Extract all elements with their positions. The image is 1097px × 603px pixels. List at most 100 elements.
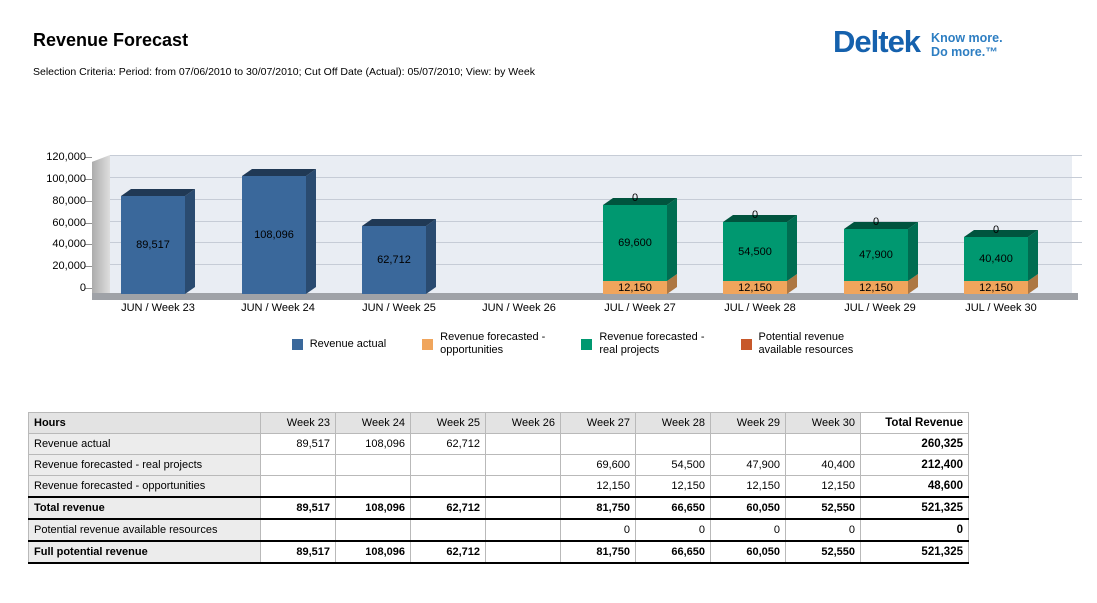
selection-criteria: Selection Criteria: Period: from 07/06/2… [33,66,535,78]
revenue-table-wrap: Hours Week 23 Week 24 Week 25 Week 26 Week 27… [28,412,969,564]
row-total: 48,600 [860,475,969,498]
table-cell [335,475,411,498]
y-axis-tick [85,178,92,180]
bar-value-label: 89,517 [136,239,170,251]
bar-segment-side [306,168,316,294]
bar-segment [723,281,787,294]
table-cell: 0 [785,518,861,542]
column-header: Week 30 [785,412,861,434]
table-cell [485,496,561,520]
gridline [110,242,1082,244]
tagline-line-2: Do more.™ [931,45,998,60]
bar-value-label: 62,712 [377,254,411,266]
bar-segment [844,281,908,294]
bar-value-label: 40,400 [979,253,1013,265]
y-axis-tick [85,266,92,268]
bar-segment-side [1028,229,1038,281]
deltek-tagline: Know more. Do more.™ [931,31,1003,60]
y-axis-tick [85,222,92,224]
table-row: Revenue actual 89,517 108,096 62,712 260,325 [28,433,969,455]
column-header: Week 28 [635,412,711,434]
table-cell: 52,550 [785,496,861,520]
table-cell [560,433,636,455]
legend-swatch [740,338,752,350]
column-header: Hours [28,412,261,434]
chart-legend: Revenue actual Revenue forecasted - oppor… [0,331,1097,357]
column-header: Week 23 [260,412,336,434]
table-cell [410,475,486,498]
bar-value-label: 12,150 [738,281,772,294]
bar-segment [603,205,667,281]
table-cell: 0 [710,518,786,542]
y-tick-label: 120,000 [46,151,86,163]
column-header: Week 26 [485,412,561,434]
row-label: Revenue forecasted - opportunities [28,475,261,498]
legend-label: Revenue forecasted - real projects [599,331,705,357]
column-header: Week 29 [710,412,786,434]
table-cell [785,433,861,455]
x-tick-label: JUL / Week 29 [844,302,916,314]
bar-segment-side [908,221,918,281]
legend-swatch [581,338,593,350]
deltek-wordmark: Deltek [833,24,921,59]
legend-label: Revenue forecasted - opportunities [440,331,546,357]
deltek-logo: Deltek Know more. Do more.™ [833,26,1003,60]
bar-segment-top [121,189,195,196]
bar-value-label: 108,096 [254,229,294,241]
gridline [110,220,1082,222]
table-cell: 89,517 [260,433,336,455]
y-tick-label: 0 [79,282,86,294]
x-tick-label: JUN / Week 26 [482,302,556,314]
table-cell [335,454,411,476]
x-tick-label: JUN / Week 23 [121,302,195,314]
y-axis-tick [85,200,92,202]
table-row: Full potential revenue 89,517 108,096 62,71… [28,540,969,564]
row-total: 0 [860,518,969,542]
row-total: 212,400 [860,454,969,476]
table-cell: 12,150 [785,475,861,498]
column-header: Week 24 [335,412,411,434]
bar-zero-label: 0 [872,216,880,228]
legend-item: Revenue actual [291,331,387,357]
bar-segment [603,281,667,294]
bar-segment-side [185,188,195,294]
table-cell: 69,600 [560,454,636,476]
tagline-line-1: Know more. [931,31,1003,45]
bar-value-label: 12,150 [859,281,893,294]
table-cell: 81,750 [560,540,636,564]
y-axis-tick [85,288,92,289]
row-label: Total revenue [28,496,261,520]
table-cell: 60,050 [710,496,786,520]
legend-swatch [291,338,303,350]
bar-zero-label: 0 [751,209,759,221]
table-cell: 62,712 [410,540,486,564]
row-total: 521,325 [860,496,969,520]
table-cell: 0 [635,518,711,542]
gridline [110,176,1082,178]
table-cell [260,454,336,476]
table-cell: 108,096 [335,540,411,564]
legend-label: Revenue actual [309,337,387,350]
bar-segment-top [242,169,316,176]
row-label: Revenue forecasted - real projects [28,454,261,476]
table-cell [635,433,711,455]
table-cell: 40,400 [785,454,861,476]
gridline [110,155,1082,156]
table-row: Potential revenue available resources 0 0 0… [28,518,969,542]
table-cell [485,518,561,542]
table-cell: 62,712 [410,433,486,455]
legend-item: Potential revenue available resources [740,331,853,357]
table-cell: 89,517 [260,496,336,520]
gridline [110,198,1082,200]
table-cell [485,540,561,564]
y-axis-tick [85,244,92,246]
bar-value-label: 12,150 [618,281,652,294]
legend-swatch [422,338,434,350]
x-tick-label: JUL / Week 30 [965,302,1037,314]
table-cell [485,454,561,476]
plot-left-wall [92,155,110,300]
row-label: Potential revenue available resources [28,518,261,542]
x-tick-label: JUL / Week 28 [724,302,796,314]
chart: 0 20,000 40,000 60,000 80,000 100,000 120,000 J… [0,150,1097,325]
